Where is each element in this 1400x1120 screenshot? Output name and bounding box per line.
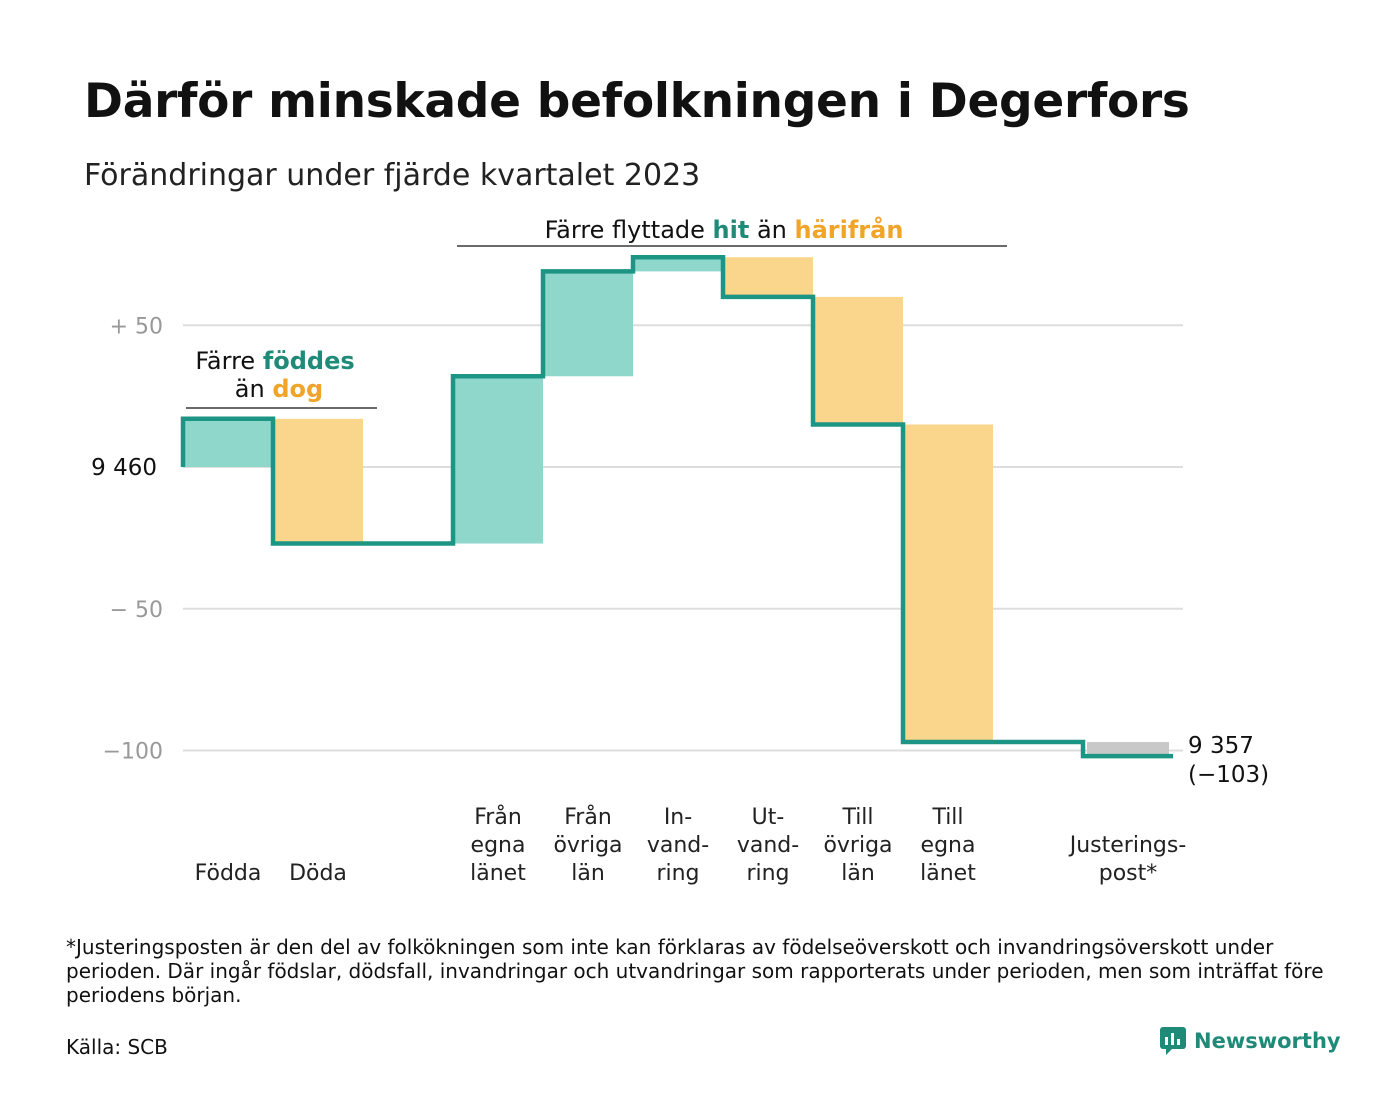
category-label: Från bbox=[474, 804, 522, 830]
annotation-text-part: dog bbox=[272, 375, 323, 403]
waterfall-chart: + 50 9 460 − 50 −100 Födda Döda Från egna länet F… bbox=[91, 215, 1269, 886]
category-label: Födda bbox=[195, 861, 262, 886]
category-label: Till bbox=[841, 805, 873, 830]
end-value-label: 9 357 bbox=[1188, 733, 1254, 759]
category-label: ring bbox=[746, 861, 789, 886]
waterfall-bar bbox=[1087, 741, 1169, 757]
category-label: egna bbox=[921, 833, 976, 858]
annotation-births-deaths: Färre föddes bbox=[195, 347, 354, 375]
footnote: *Justeringsposten är den del av folkökni… bbox=[66, 935, 1324, 1007]
category-label: Justerings- bbox=[1068, 833, 1187, 858]
waterfall-bar bbox=[273, 418, 363, 544]
brand-logo: Newsworthy bbox=[1160, 1027, 1341, 1055]
annotation-text-part: föddes bbox=[263, 347, 355, 375]
annotation-births-deaths-line2: än dog bbox=[235, 375, 323, 403]
category-label: vand- bbox=[737, 833, 799, 858]
waterfall-bar bbox=[903, 424, 993, 742]
category-label: länet bbox=[920, 861, 976, 886]
category-label: Ut- bbox=[752, 805, 785, 830]
cumulative-step-line bbox=[180, 254, 1173, 759]
annotation-text-part: än bbox=[749, 216, 794, 244]
category-label: övriga bbox=[823, 833, 892, 858]
category-label: post* bbox=[1099, 861, 1158, 886]
waterfall-bar bbox=[813, 296, 903, 425]
brand-name: Newsworthy bbox=[1194, 1029, 1341, 1053]
source-note: Källa: SCB bbox=[66, 1035, 168, 1059]
y-tick-label: 9 460 bbox=[91, 455, 157, 481]
category-label: In- bbox=[664, 805, 692, 830]
waterfall-bar bbox=[453, 376, 543, 544]
y-tick-label: − 50 bbox=[110, 598, 163, 623]
annotation-text-part: Färre flyttade bbox=[545, 216, 713, 244]
annotation-text-part: än bbox=[235, 375, 273, 403]
end-change-label: (−103) bbox=[1188, 762, 1269, 788]
annotation-text-part: Färre bbox=[195, 347, 263, 375]
chart-title: Därför minskade befolkningen i Degerfors bbox=[84, 74, 1190, 129]
category-label: Döda bbox=[289, 861, 347, 886]
annotation-text-part: härifrån bbox=[795, 215, 904, 244]
waterfall-bar bbox=[633, 257, 723, 272]
waterfall-bar bbox=[543, 271, 633, 377]
waterfall-bar bbox=[723, 257, 813, 297]
category-label: Från bbox=[564, 804, 612, 830]
y-tick-label: + 50 bbox=[110, 314, 163, 339]
waterfall-bar bbox=[183, 418, 273, 467]
annotation-migration: Färre flyttade hit än härifrån bbox=[545, 215, 904, 244]
category-label: län bbox=[571, 861, 605, 886]
category-label: län bbox=[841, 861, 875, 886]
category-label: ring bbox=[656, 861, 699, 886]
category-label: vand- bbox=[647, 833, 709, 858]
y-tick-label: −100 bbox=[103, 740, 163, 765]
category-label: länet bbox=[470, 861, 526, 886]
annotation-text-part: hit bbox=[713, 216, 750, 244]
category-label: övriga bbox=[553, 833, 622, 858]
category-label: egna bbox=[471, 833, 526, 858]
category-label: Till bbox=[931, 805, 963, 830]
newsworthy-logo-icon bbox=[1160, 1027, 1186, 1055]
chart-subtitle: Förändringar under fjärde kvartalet 2023 bbox=[84, 158, 701, 193]
